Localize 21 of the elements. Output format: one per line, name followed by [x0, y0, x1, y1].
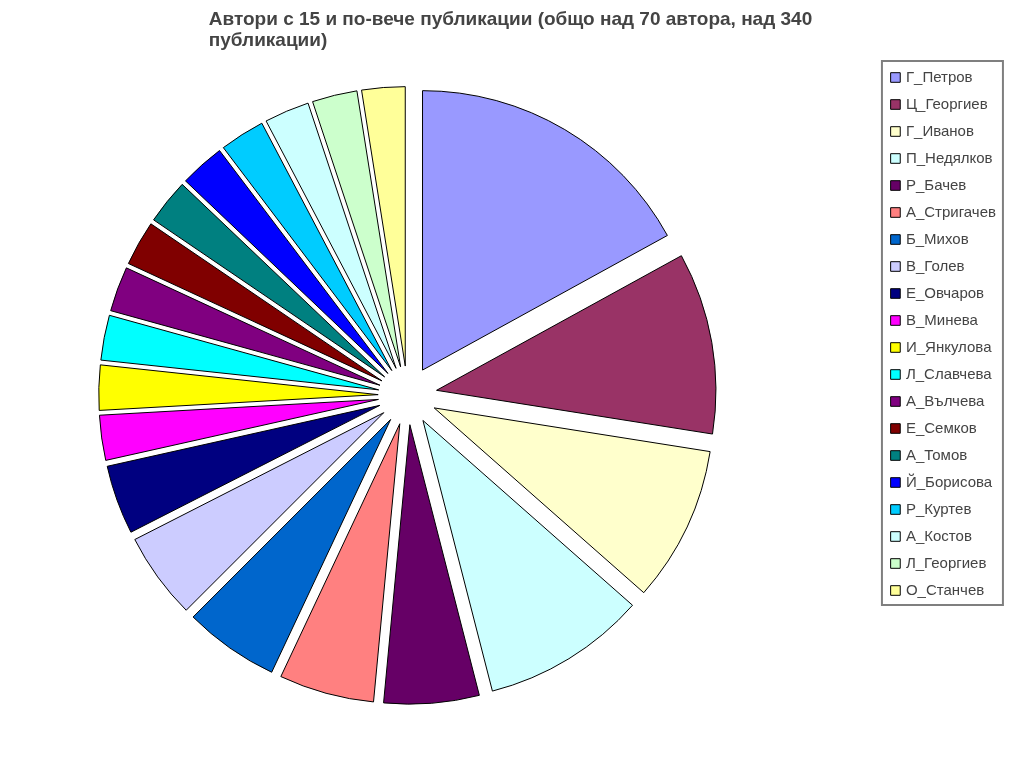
legend-label: А_Костов: [905, 527, 972, 544]
legend-label: И_Янкулова: [905, 338, 992, 355]
legend-label: Р_Бачев: [905, 176, 967, 193]
legend-label: Л_Георгиев: [905, 554, 987, 571]
legend-label: Е_Овчаров: [905, 284, 985, 301]
chart-title: Автори с 15 и по-вече публикации (общо над 70 автора, над 340 публикации): [208, 7, 813, 50]
legend-label: В_Голев: [905, 257, 965, 274]
legend-label: В_Минева: [905, 311, 978, 328]
legend-label: А_Вълчева: [905, 392, 985, 409]
legend-label: А_Томов: [905, 446, 968, 463]
legend-label: Е_Семков: [905, 419, 977, 436]
legend-label: П_Недялков: [905, 149, 993, 166]
legend-label: А_Стригачев: [905, 203, 996, 220]
legend-label: Р_Куртев: [905, 500, 972, 517]
legend-label: Г_Иванов: [905, 122, 974, 139]
legend-label: Л_Славчева: [905, 365, 992, 382]
legend-label: Й_Борисова: [905, 473, 993, 490]
legend-label: Ц_Георгиев: [905, 95, 988, 112]
legend-label: Б_Михов: [905, 230, 969, 247]
legend-label: Г_Петров: [905, 68, 973, 85]
legend-label: О_Станчев: [905, 581, 985, 598]
